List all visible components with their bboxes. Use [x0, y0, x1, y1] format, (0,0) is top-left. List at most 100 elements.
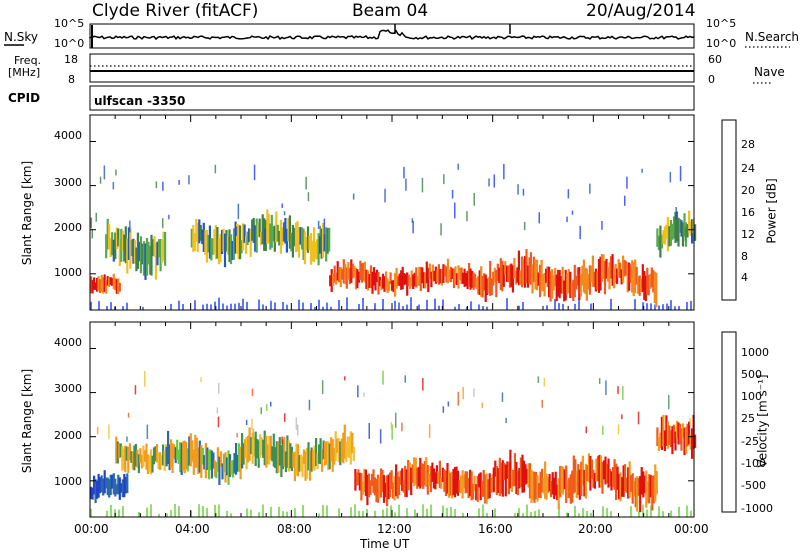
power-echo-cell [564, 269, 567, 301]
velocity-sparse-streak [146, 424, 149, 440]
power-echo-cell [124, 226, 127, 264]
velocity-echo-cell [440, 477, 443, 489]
power-echo-cell [228, 229, 231, 263]
power-ground-scatter [658, 305, 660, 310]
velocity-echo-cell [503, 462, 506, 481]
velocity-echo-cell [634, 477, 637, 508]
velocity-ground-scatter [214, 504, 216, 517]
velocity-echo-cell [557, 478, 560, 510]
velocity-echo-cell [290, 446, 293, 472]
power-echo-cell [120, 228, 123, 262]
power-sparse-streak [384, 188, 386, 203]
velocity-echo-cell [257, 440, 260, 468]
velocity-echo-cell [616, 466, 619, 490]
power-ground-scatter [426, 299, 428, 310]
power-echo-cell [102, 277, 105, 294]
velocity-echo-cell [584, 463, 587, 499]
power-cbar-tick-8: 8 [741, 250, 748, 263]
power-echo-cell [655, 272, 658, 308]
velocity-echo-cell [528, 463, 532, 499]
power-sparse-streak [601, 221, 603, 230]
power-echo-cell [472, 272, 475, 290]
power-echo-cell [106, 276, 109, 286]
velocity-ground-scatter [630, 506, 632, 517]
power-echo-cell [590, 265, 593, 283]
velocity-echo-cell [177, 449, 180, 464]
power-echo-cell [493, 267, 496, 283]
power-echo-cell [657, 235, 660, 251]
noise-tick-bottom-left: 10^0 [54, 37, 85, 50]
power-sparse-streak [503, 163, 505, 180]
power-sparse-streak [178, 180, 180, 185]
power-echo-cell [196, 222, 199, 252]
velocity-echo-cell [618, 474, 621, 500]
velocity-ground-scatter [350, 507, 352, 517]
velocity-sparse-streak [382, 370, 384, 385]
velocity-echo-cell [215, 462, 218, 479]
power-ground-scatter [90, 301, 92, 310]
velocity-echo-cell [420, 463, 423, 487]
velocity-ytick-3000: 3000 [54, 382, 82, 395]
velocity-ground-scatter [362, 511, 364, 517]
power-ground-scatter [410, 297, 412, 310]
power-ground-scatter [246, 301, 248, 310]
velocity-echo-cell [130, 451, 133, 463]
power-echo-cell [347, 262, 350, 280]
power-echo-cell [554, 267, 557, 287]
velocity-echo-cell [411, 464, 414, 483]
velocity-ground-scatter [414, 509, 416, 517]
power-echo-cell [195, 218, 198, 242]
velocity-sparse-streak [245, 419, 248, 425]
power-echo-cell [546, 266, 549, 288]
velocity-echo-cell [392, 482, 395, 499]
velocity-echo-cell [553, 477, 556, 500]
power-echo-cell [251, 219, 254, 241]
power-echo-cell [448, 269, 451, 282]
velocity-sparse-streak [363, 392, 365, 397]
velocity-echo-cell [203, 455, 206, 470]
velocity-echo-cell [637, 477, 640, 496]
vel-cbar-tick-m25: -25 [741, 435, 759, 448]
power-echo-cell [369, 265, 373, 289]
velocity-ground-scatter [326, 505, 328, 517]
power-ground-scatter [578, 298, 580, 310]
velocity-ground-scatter [206, 507, 208, 517]
velocity-echo-cell [325, 441, 328, 465]
velocity-echo-cell [429, 466, 432, 493]
power-ytick-2000: 2000 [54, 221, 82, 234]
power-echo-cell [395, 267, 398, 289]
velocity-echo-cell [544, 461, 547, 499]
velocity-echo-cell [188, 436, 191, 466]
power-echo-cell [243, 224, 246, 243]
power-echo-cell [273, 225, 276, 252]
power-echo-cell [282, 222, 285, 242]
velocity-echo-cell [643, 475, 646, 494]
nsky-label: N.Sky [4, 30, 39, 44]
power-echo-cell [305, 237, 308, 251]
power-ground-scatter [122, 306, 124, 310]
power-echo-cell [575, 275, 578, 290]
velocity-echo-cell [271, 446, 274, 462]
power-ground-scatter [302, 302, 304, 310]
power-echo-cell [626, 262, 629, 293]
velocity-sparse-streak [442, 406, 445, 413]
power-echo-cell [436, 269, 439, 283]
velocity-ground-scatter [442, 505, 444, 517]
velocity-ground-scatter [150, 504, 152, 517]
power-echo-cell [246, 231, 249, 246]
power-sparse-streak [641, 168, 643, 173]
power-ground-scatter [470, 301, 472, 310]
velocity-echo-cell [466, 471, 469, 493]
velocity-echo-cell [389, 472, 392, 498]
power-sparse-streak [168, 214, 170, 220]
power-echo-cell [663, 226, 666, 245]
velocity-echo-cell [443, 469, 446, 492]
power-echo-cell [557, 269, 560, 297]
velocity-echo-cell [265, 435, 268, 468]
velocity-echo-cell [476, 475, 479, 502]
velocity-echo-cell [497, 468, 500, 493]
power-echo-cell [465, 273, 468, 287]
power-echo-cell [266, 209, 269, 244]
velocity-echo-cell [137, 454, 140, 474]
